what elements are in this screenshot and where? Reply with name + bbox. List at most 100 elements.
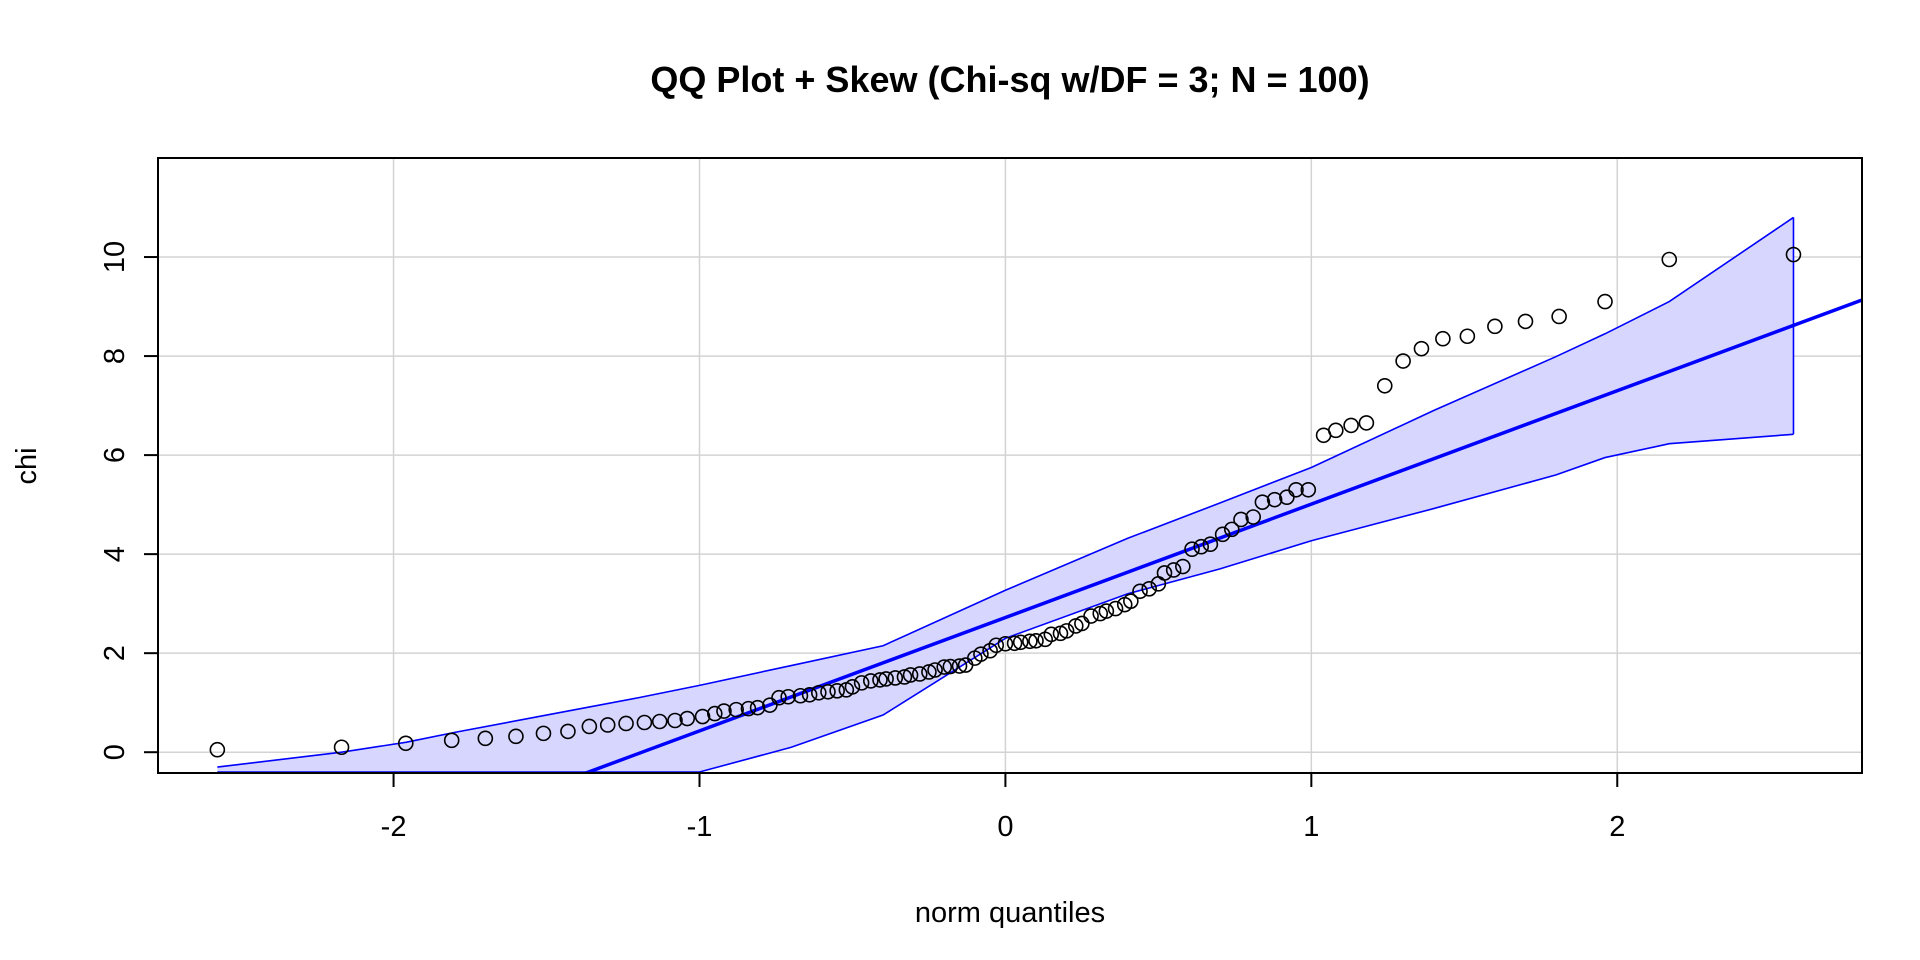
data-point (1785, 246, 1802, 263)
data-point (651, 713, 668, 730)
data-point (1012, 634, 1029, 651)
data-point (1597, 293, 1613, 310)
data-point (1214, 526, 1231, 543)
data-point (872, 672, 888, 688)
data-point (942, 658, 959, 675)
data-point (896, 669, 913, 685)
data-point (749, 699, 766, 716)
data-point (560, 723, 576, 740)
y-tick-label: 2 (99, 645, 131, 661)
data-point (1141, 580, 1157, 597)
data-point (1184, 541, 1200, 557)
data-point (1202, 536, 1219, 553)
data-point (1043, 626, 1060, 643)
y-tick-label: 0 (99, 744, 131, 760)
plot-frame (157, 157, 1863, 774)
data-point (443, 732, 460, 749)
data-point (988, 637, 1005, 654)
data-point (951, 658, 968, 674)
data-point (1459, 328, 1476, 345)
reference-line-layer (580, 298, 1862, 773)
data-point (863, 673, 879, 689)
data-point (1487, 318, 1503, 335)
data-point (1058, 623, 1075, 639)
data-point (599, 717, 616, 733)
data-point (921, 664, 937, 680)
chart-title: QQ Plot + Skew (Chi-sq w/DF = 3; N = 100… (650, 59, 1369, 100)
data-point (1006, 635, 1023, 652)
data-point (1175, 558, 1191, 575)
data-point (716, 703, 732, 719)
data-point (780, 688, 797, 705)
data-point (1300, 481, 1317, 498)
data-point (1376, 377, 1393, 394)
data-point (1107, 600, 1124, 617)
data-point (1223, 521, 1240, 538)
data-point (581, 718, 598, 735)
data-point (1245, 509, 1262, 525)
data-point (679, 710, 696, 727)
data-point (397, 735, 414, 752)
data-point (1358, 415, 1375, 431)
data-point (477, 730, 494, 747)
data-point (1123, 593, 1139, 609)
data-point (1132, 583, 1148, 600)
data-point (792, 687, 809, 704)
data-point (887, 670, 904, 686)
data-point (1343, 417, 1359, 434)
data-point (694, 708, 711, 725)
confidence-band-upper (217, 216, 1794, 768)
qq-reference-line (580, 298, 1862, 773)
x-tick-label: -1 (687, 811, 713, 843)
x-tick-label: 1 (1303, 811, 1319, 843)
data-point (853, 675, 870, 691)
data-point (1288, 481, 1304, 498)
data-point (706, 705, 723, 722)
data-point (927, 662, 943, 678)
data-point (820, 683, 836, 700)
data-point (1098, 603, 1115, 619)
data-point (844, 679, 861, 695)
data-point (667, 712, 683, 729)
x-tick-label: 2 (1609, 811, 1625, 843)
data-point (1156, 565, 1173, 581)
confidence-band-fill (217, 217, 1794, 773)
data-point (618, 715, 634, 732)
data-point (1413, 340, 1430, 357)
data-point (1435, 330, 1451, 347)
data-point (1661, 251, 1678, 268)
data-point (1022, 633, 1038, 650)
data-point (1266, 491, 1283, 508)
data-point (878, 671, 894, 687)
data-point (636, 714, 653, 731)
data-point (728, 701, 744, 718)
data-point (1083, 608, 1099, 624)
x-axis-label: norm quantiles (915, 897, 1105, 929)
data-point (801, 686, 818, 703)
data-point (1028, 632, 1044, 649)
data-point (902, 667, 919, 683)
data-point (1254, 494, 1271, 510)
y-tick-label: 6 (99, 447, 131, 463)
data-point (810, 684, 827, 701)
points-layer (209, 246, 1802, 758)
data-point (333, 739, 350, 756)
data-point (1165, 562, 1182, 578)
x-axis: -2 -1 0 1 2 (381, 773, 1625, 843)
data-point (508, 728, 524, 745)
data-point (771, 689, 787, 706)
data-point (829, 683, 845, 699)
data-point (535, 725, 552, 742)
y-axis: 0 2 4 6 8 10 (99, 241, 158, 760)
data-point (1193, 538, 1210, 555)
data-point (973, 646, 989, 662)
data-point (1395, 353, 1411, 369)
data-point (911, 666, 928, 682)
y-tick-label: 10 (99, 241, 131, 273)
data-point (740, 700, 757, 717)
x-tick-label: -2 (381, 811, 407, 843)
data-point (1551, 308, 1567, 325)
data-point (1517, 313, 1534, 330)
